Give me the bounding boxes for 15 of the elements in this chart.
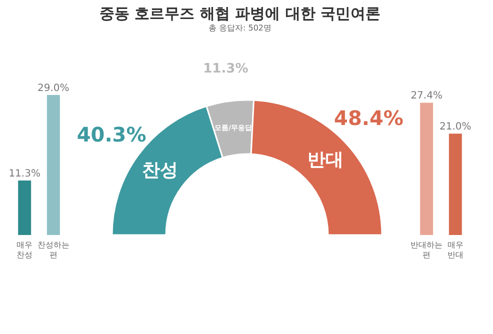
data-label: 48.4%: [334, 106, 404, 130]
data-label: 40.3%: [76, 122, 146, 147]
x-tick-label: 매우 찬성: [16, 240, 33, 260]
data-label: 29.0%: [38, 83, 70, 94]
data-label: 11.3%: [8, 168, 40, 180]
slice-label: 반대: [307, 150, 344, 171]
x-tick-label: 반대하는 편: [410, 240, 443, 260]
slice-label: 찬성: [142, 160, 178, 182]
data-label: 11.3%: [203, 61, 248, 76]
chart-subtitle: 총 응답자: 502명: [208, 23, 272, 32]
x-tick-label: 찬성하는 편: [37, 240, 70, 260]
chart-title: 중동 호르무즈 해협 파병에 대한 국민여론: [99, 4, 381, 22]
x-tick-label: 매우 반대: [447, 240, 464, 260]
data-label: 21.0%: [440, 122, 472, 133]
data-label: 27.4%: [410, 90, 442, 102]
